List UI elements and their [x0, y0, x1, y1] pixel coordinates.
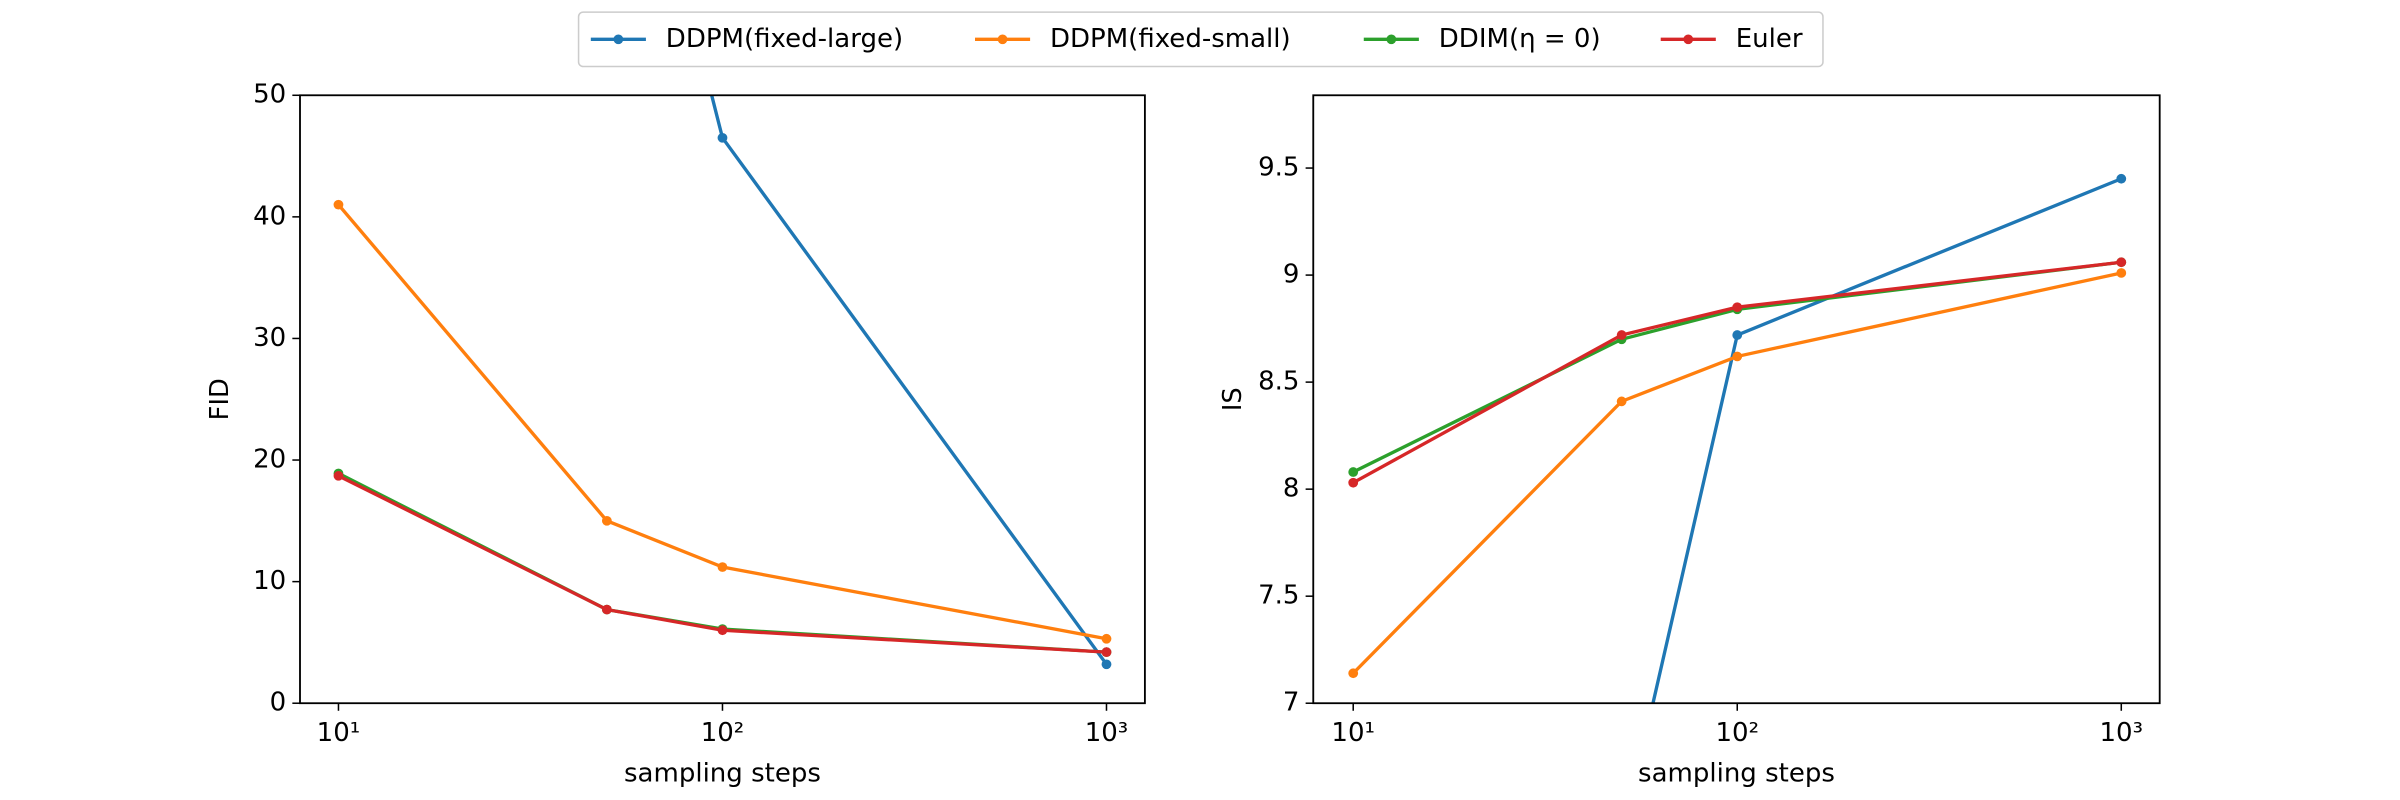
y-tick-label: 30: [253, 323, 286, 353]
point: [717, 625, 728, 636]
x-tick-label: 10²: [701, 718, 745, 748]
legend-marker: [613, 34, 624, 45]
plot-area: [1348, 173, 2127, 704]
axes-frame: [1312, 94, 2161, 705]
legend-marker: [997, 34, 1008, 45]
point: [717, 132, 728, 143]
point: [1101, 633, 1112, 644]
legend-marker: [1683, 34, 1694, 45]
legend-label: Euler: [1736, 24, 1803, 54]
y-tick-label: 8.5: [1258, 367, 1299, 397]
legend-label: DDPM(fixed-small): [1050, 24, 1291, 54]
point: [601, 515, 612, 526]
point: [1101, 659, 1112, 670]
y-tick-label: 8: [1283, 474, 1300, 504]
y-tick-label: 50: [253, 80, 286, 110]
x-axis-label: sampling steps: [1638, 759, 1835, 789]
point: [2116, 173, 2127, 184]
x-tick-label: 10³: [1085, 718, 1129, 748]
x-tick-label: 10¹: [317, 718, 361, 748]
point: [1101, 647, 1112, 657]
series-line: [1352, 271, 2122, 675]
point: [2116, 257, 2127, 268]
x-tick-label: 10²: [1715, 718, 1759, 748]
point: [1732, 302, 1743, 313]
point: [1732, 351, 1743, 362]
y-tick-label: 9.5: [1258, 153, 1299, 183]
point: [2116, 268, 2127, 278]
x-axis-label: sampling steps: [624, 759, 821, 789]
series-line: [337, 474, 1107, 654]
series-line: [709, 95, 1108, 666]
y-tick-label: 9: [1283, 260, 1300, 290]
plot-area: [333, 95, 1112, 670]
series-line: [1352, 260, 2122, 485]
x-tick-label: 10¹: [1331, 718, 1375, 748]
point: [1348, 668, 1359, 679]
point: [1348, 467, 1359, 477]
legend-label: DDPM(fixed-large): [666, 24, 903, 54]
axes-frame: [299, 94, 1146, 705]
y-tick-label: 40: [253, 201, 286, 231]
legend-box: [577, 11, 1824, 68]
y-tick-label: 7.5: [1258, 581, 1299, 611]
y-axis-label: FID: [205, 378, 235, 420]
legend-label: DDIM(η = 0): [1439, 24, 1601, 54]
y-tick-label: 20: [253, 445, 286, 475]
y-tick-label: 7: [1283, 688, 1300, 718]
legend-marker: [1386, 34, 1397, 45]
point: [1616, 396, 1627, 407]
series-line: [1352, 260, 2122, 474]
point: [333, 199, 344, 210]
point: [1732, 330, 1743, 340]
point: [333, 471, 344, 481]
point: [1348, 477, 1359, 488]
point: [1616, 330, 1627, 340]
y-tick-label: 0: [270, 688, 287, 718]
x-tick-label: 10³: [2100, 718, 2144, 748]
series-line: [1651, 177, 2122, 704]
y-tick-label: 10: [253, 566, 286, 596]
series-line: [337, 203, 1107, 641]
point: [601, 604, 612, 615]
point: [717, 562, 728, 572]
y-axis-label: IS: [1218, 387, 1248, 411]
